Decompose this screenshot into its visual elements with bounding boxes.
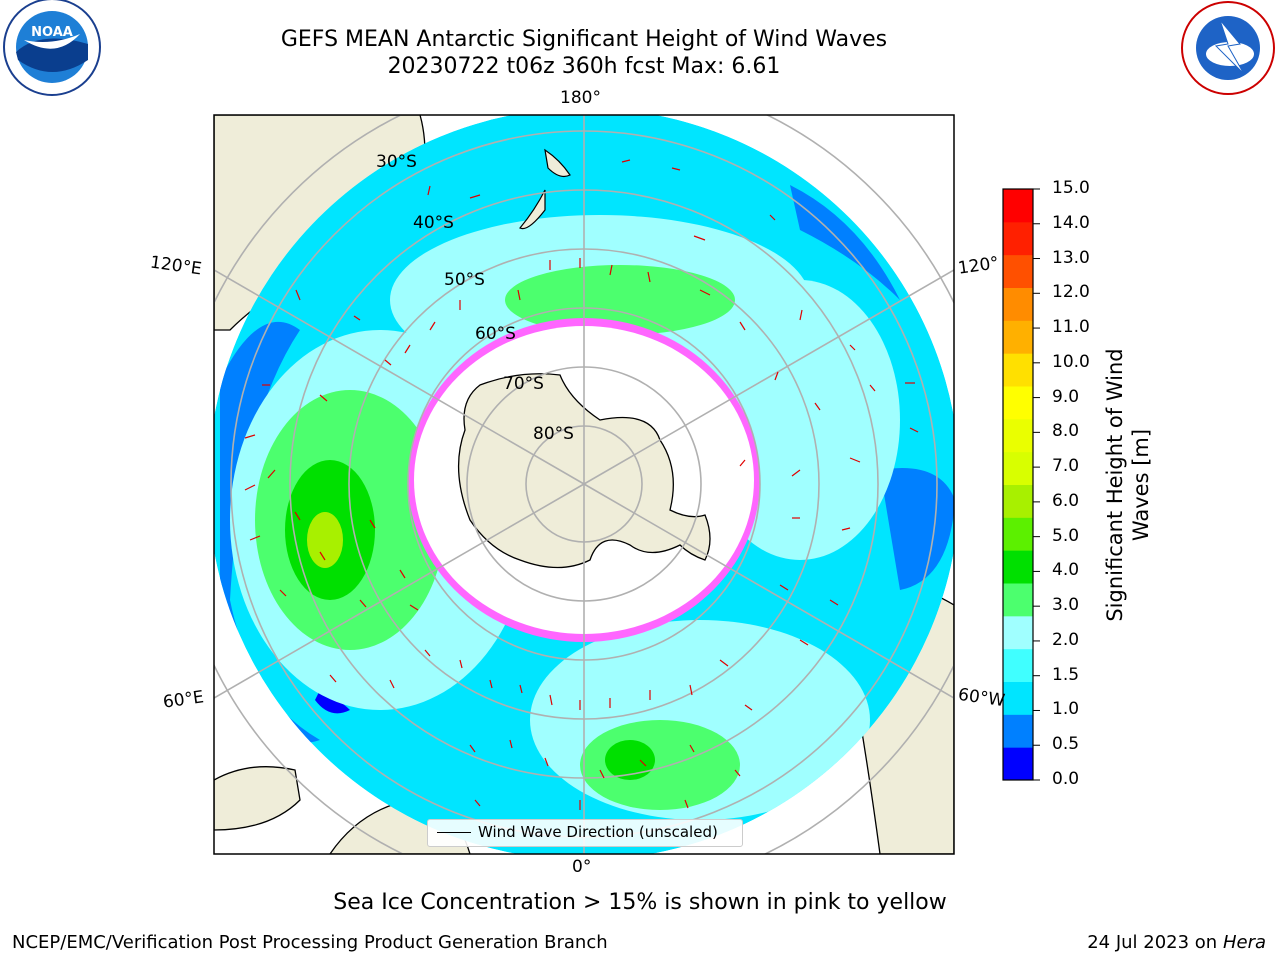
chart-title: GEFS MEAN Antarctic Significant Height o… — [280, 27, 888, 52]
lat-label-70: 70°S — [503, 374, 544, 394]
colorbar-segment — [1003, 583, 1033, 617]
footer-host: Hera — [1222, 932, 1266, 953]
colorbar-segment — [1003, 320, 1033, 354]
colorbar-segment — [1003, 484, 1033, 518]
colorbar-tick-label: 3.0 — [1052, 595, 1080, 616]
lat-label-60: 60°S — [475, 324, 516, 344]
map-frame — [213, 114, 955, 855]
footer-date: 24 Jul 2023 on — [1087, 932, 1223, 953]
colorbar-tick-label: 14.0 — [1052, 212, 1090, 233]
colorbar-segment — [1003, 517, 1033, 551]
colorbar-tick-label: 2.0 — [1052, 629, 1080, 650]
colorbar-tick-label: 12.0 — [1052, 282, 1090, 303]
lat-label-50: 50°S — [444, 270, 485, 290]
colorbar-tick-label: 1.0 — [1052, 699, 1080, 720]
colorbar-segment — [1003, 287, 1033, 321]
colorbar-segment — [1003, 615, 1033, 650]
colorbar-segment — [1003, 386, 1033, 420]
colorbar-tick-label: 5.0 — [1052, 525, 1080, 546]
colorbar — [1003, 189, 1033, 781]
colorbar-segment — [1003, 353, 1033, 387]
colorbar-tick-label: 13.0 — [1052, 247, 1090, 268]
lat-label-40: 40°S — [413, 213, 454, 233]
colorbar-tick-label: 0.0 — [1052, 769, 1080, 789]
nws-logo — [1181, 1, 1275, 95]
colorbar-segment — [1003, 221, 1033, 256]
colorbar-tick-label: 10.0 — [1052, 351, 1090, 372]
map-legend: Wind Wave Direction (unscaled) — [427, 819, 743, 847]
chart-subtitle: 20230722 t06z 360h fcst Max: 6.61 — [387, 54, 781, 79]
lon-label-top: 180° — [560, 88, 601, 108]
colorbar-label: Significant Height of Wind Waves [m] — [1103, 348, 1153, 622]
colorbar-segment — [1003, 254, 1033, 288]
colorbar-tick-label: 11.0 — [1052, 317, 1090, 338]
colorbar-tick-label: 6.0 — [1052, 490, 1080, 511]
colorbar-segment — [1003, 747, 1033, 781]
colorbar-tick-label: 4.0 — [1052, 560, 1080, 581]
footer-right: 24 Jul 2023 on Hera — [1087, 932, 1266, 953]
colorbar-segment — [1003, 418, 1033, 453]
colorbar-segment — [1003, 648, 1033, 682]
colorbar-segment — [1003, 681, 1033, 715]
lon-label-bottom: 0° — [572, 857, 592, 877]
colorbar-tick-label: 1.5 — [1052, 664, 1080, 685]
colorbar-tick-label: 0.5 — [1052, 734, 1080, 755]
legend-line-sample — [437, 832, 471, 833]
svg-text:NOAA: NOAA — [31, 25, 73, 40]
colorbar-tick-label: 7.0 — [1052, 456, 1080, 477]
colorbar-tick-label: 8.0 — [1052, 421, 1080, 442]
lat-label-30: 30°S — [376, 152, 417, 172]
colorbar-segment — [1003, 714, 1033, 748]
lat-label-80: 80°S — [533, 424, 574, 444]
noaa-logo: NOAA — [3, 0, 101, 96]
colorbar-segment — [1003, 451, 1033, 485]
footnote: Sea Ice Concentration > 15% is shown in … — [333, 890, 947, 915]
colorbar-segment — [1003, 189, 1033, 223]
footer-left: NCEP/EMC/Verification Post Processing Pr… — [12, 932, 608, 953]
colorbar-tick-label: 15.0 — [1052, 178, 1090, 198]
colorbar-segment — [1003, 550, 1033, 584]
colorbar-tick-label: 9.0 — [1052, 386, 1080, 407]
legend-label: Wind Wave Direction (unscaled) — [478, 823, 718, 841]
